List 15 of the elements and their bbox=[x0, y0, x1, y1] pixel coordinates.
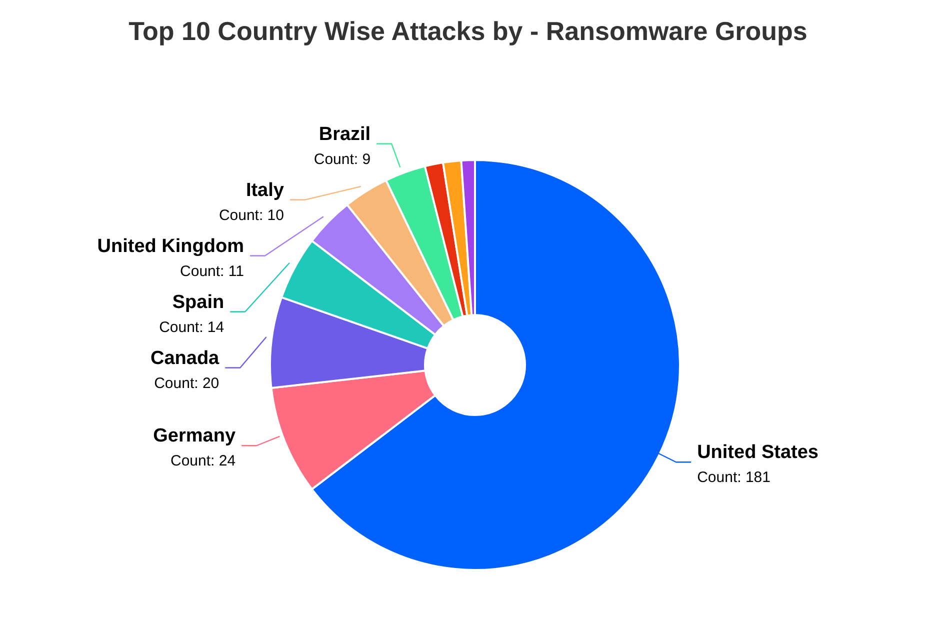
slice-label: United States bbox=[697, 442, 819, 464]
data-label: Count: 14 bbox=[159, 318, 224, 336]
slice-label: Spain bbox=[172, 292, 224, 313]
chart-title: Top 10 Country Wise Attacks by - Ransomware Groups bbox=[128, 16, 808, 47]
slice-label: Germany bbox=[153, 426, 236, 447]
data-label: Count: 20 bbox=[154, 374, 220, 392]
data-label: Count: 11 bbox=[180, 262, 244, 280]
data-label: Count: 9 bbox=[314, 150, 371, 168]
data-label: Count: 24 bbox=[170, 452, 236, 470]
data-label: Count: 10 bbox=[218, 206, 284, 224]
slice-label: Italy bbox=[246, 180, 284, 201]
slice-label: United Kingdom bbox=[97, 236, 244, 257]
data-label: Count: 181 bbox=[697, 469, 770, 486]
slice-label: Brazil bbox=[318, 124, 371, 145]
slice-label: Canada bbox=[150, 348, 220, 369]
